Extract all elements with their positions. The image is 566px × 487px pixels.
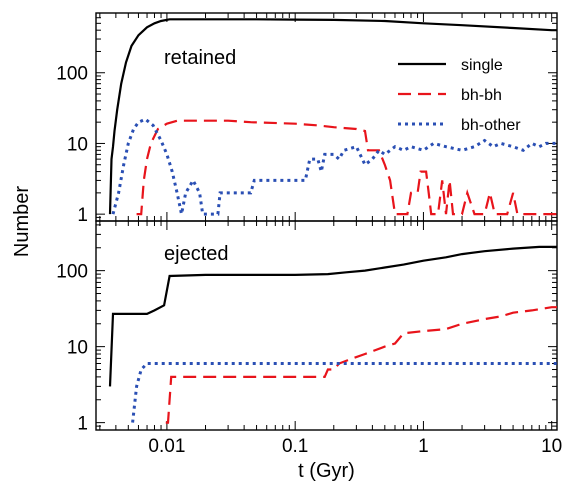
y-tick-label: 10 [67, 134, 88, 155]
legend: single bh-bh bh-other [398, 57, 521, 134]
series-line-bh-bh [137, 121, 557, 214]
panel-label: retained [164, 47, 236, 69]
y-tick-label: 1 [77, 414, 88, 435]
x-tick-label: 0.01 [148, 436, 185, 457]
panel-ejected: 1 10 100 ejected 0.01 0.1 1 10 [56, 221, 562, 457]
y-tick-label: 100 [56, 262, 88, 283]
legend-label-single: single [461, 57, 503, 74]
legend-label-bh-bh: bh-bh [461, 87, 502, 104]
x-tick-label: 10 [541, 436, 562, 457]
series-line-single [110, 247, 557, 387]
x-tick-label: 0.1 [282, 436, 308, 457]
legend-label-bh-other: bh-other [461, 117, 521, 134]
y-tick-label: 100 [56, 64, 88, 85]
y-axis-label: Number [11, 186, 33, 257]
y-tick-label: 1 [77, 205, 88, 226]
x-axis-label: t (Gyr) [298, 460, 355, 482]
y-tick-label: 10 [67, 338, 88, 359]
panel-label: ejected [164, 243, 229, 265]
x-tick-label: 1 [418, 436, 429, 457]
series-line-bh-other [133, 364, 557, 423]
